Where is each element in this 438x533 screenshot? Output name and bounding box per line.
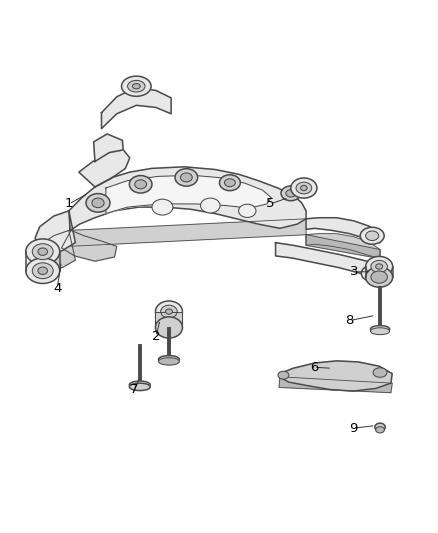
Ellipse shape [376, 264, 383, 269]
Ellipse shape [26, 239, 60, 264]
Ellipse shape [361, 265, 383, 281]
Polygon shape [69, 167, 306, 230]
Ellipse shape [371, 261, 388, 272]
Ellipse shape [129, 381, 150, 389]
Text: 3: 3 [350, 265, 358, 278]
Polygon shape [155, 312, 183, 327]
Ellipse shape [286, 190, 296, 197]
Ellipse shape [32, 263, 53, 279]
Ellipse shape [373, 368, 387, 377]
Ellipse shape [224, 179, 235, 187]
Polygon shape [306, 217, 380, 243]
Text: 6: 6 [310, 361, 318, 374]
Ellipse shape [159, 356, 180, 363]
Ellipse shape [281, 186, 300, 201]
Ellipse shape [86, 193, 110, 212]
Polygon shape [279, 377, 392, 393]
Ellipse shape [155, 317, 183, 338]
Polygon shape [35, 230, 75, 273]
Ellipse shape [371, 328, 390, 335]
Polygon shape [61, 230, 117, 261]
Polygon shape [79, 150, 130, 187]
Ellipse shape [26, 258, 60, 284]
Ellipse shape [201, 198, 220, 213]
Text: 5: 5 [266, 197, 275, 211]
Ellipse shape [367, 269, 378, 278]
Text: 4: 4 [53, 282, 61, 295]
Ellipse shape [155, 301, 183, 322]
Polygon shape [306, 233, 380, 259]
Text: 7: 7 [130, 383, 138, 396]
Ellipse shape [127, 80, 145, 92]
Ellipse shape [360, 227, 384, 244]
Ellipse shape [366, 256, 392, 277]
Ellipse shape [376, 426, 385, 433]
Ellipse shape [38, 248, 47, 255]
Text: 2: 2 [152, 330, 160, 343]
Text: 9: 9 [349, 422, 357, 435]
Ellipse shape [278, 371, 289, 379]
Ellipse shape [239, 204, 256, 217]
Ellipse shape [152, 199, 173, 215]
Ellipse shape [180, 173, 192, 182]
Ellipse shape [366, 231, 379, 240]
Polygon shape [102, 87, 171, 128]
Ellipse shape [375, 423, 385, 431]
Polygon shape [35, 211, 75, 257]
Ellipse shape [32, 244, 53, 260]
Ellipse shape [371, 326, 390, 333]
Polygon shape [276, 243, 380, 278]
Ellipse shape [371, 271, 388, 283]
Ellipse shape [132, 84, 140, 89]
Polygon shape [306, 235, 380, 259]
Polygon shape [94, 134, 123, 161]
Polygon shape [69, 219, 306, 246]
Ellipse shape [92, 198, 104, 208]
Ellipse shape [129, 175, 152, 193]
Ellipse shape [175, 168, 198, 186]
Ellipse shape [366, 267, 392, 287]
Ellipse shape [121, 76, 151, 96]
Ellipse shape [166, 309, 173, 314]
Polygon shape [279, 361, 392, 391]
Ellipse shape [161, 305, 177, 318]
Ellipse shape [159, 358, 180, 365]
Ellipse shape [300, 185, 307, 191]
Ellipse shape [219, 175, 240, 191]
Ellipse shape [38, 267, 47, 274]
Text: 8: 8 [346, 314, 354, 327]
Ellipse shape [296, 182, 312, 194]
Polygon shape [106, 175, 271, 214]
Text: 1: 1 [64, 197, 73, 211]
Ellipse shape [291, 178, 317, 198]
Ellipse shape [129, 383, 150, 391]
Ellipse shape [135, 180, 147, 189]
